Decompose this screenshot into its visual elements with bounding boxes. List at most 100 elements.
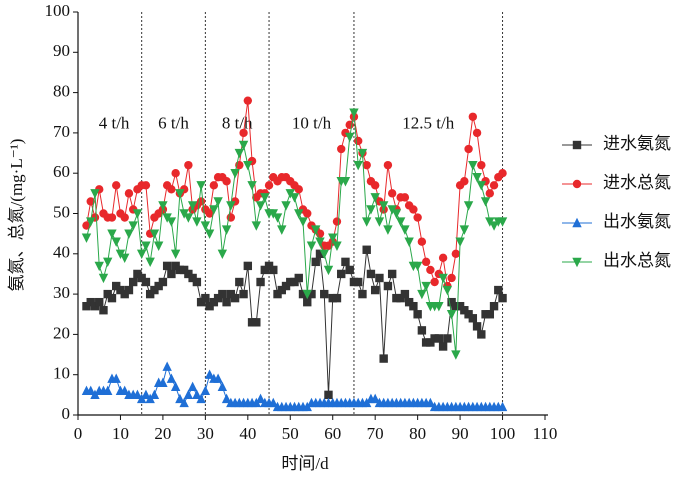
x-axis-label: 时间/d — [281, 454, 329, 473]
marker — [124, 285, 134, 295]
marker — [349, 108, 359, 118]
marker — [171, 169, 180, 178]
marker — [332, 293, 342, 303]
marker — [162, 361, 172, 371]
y-tick-label: 30 — [53, 283, 70, 302]
marker — [438, 273, 448, 284]
marker — [298, 289, 308, 299]
y-tick-label: 40 — [53, 243, 70, 262]
marker — [141, 241, 151, 251]
marker — [120, 385, 130, 396]
phase-label: 10 t/h — [292, 114, 332, 133]
marker — [476, 181, 487, 191]
marker — [204, 229, 215, 239]
marker — [400, 193, 410, 202]
marker — [82, 221, 91, 230]
marker — [196, 181, 206, 191]
marker — [426, 265, 435, 275]
marker — [187, 201, 198, 211]
marker — [137, 273, 146, 283]
marker — [353, 160, 363, 171]
marker — [107, 213, 117, 222]
marker — [171, 261, 180, 271]
marker — [370, 393, 380, 404]
marker — [255, 393, 266, 404]
marker — [99, 306, 108, 315]
marker — [319, 249, 329, 259]
x-tick-label: 110 — [533, 424, 558, 443]
marker — [459, 225, 470, 235]
marker — [294, 185, 303, 194]
marker — [107, 229, 117, 239]
marker — [175, 189, 185, 199]
x-tick-label: 10 — [112, 424, 129, 443]
y-tick-label: 10 — [53, 364, 70, 383]
marker — [345, 132, 355, 143]
y-tick-label: 50 — [53, 202, 70, 221]
marker — [82, 301, 91, 311]
marker — [417, 237, 427, 246]
marker — [95, 297, 104, 307]
marker — [400, 289, 410, 299]
marker — [107, 293, 117, 303]
marker — [392, 293, 401, 303]
marker — [120, 213, 129, 222]
marker — [289, 193, 300, 203]
marker — [497, 401, 508, 412]
marker — [426, 338, 435, 347]
marker — [158, 277, 168, 287]
marker — [221, 393, 232, 404]
marker — [86, 197, 95, 206]
marker — [383, 281, 393, 291]
y-tick-label: 20 — [53, 323, 70, 342]
marker — [366, 269, 376, 279]
marker — [409, 301, 418, 311]
marker — [179, 397, 189, 408]
marker — [188, 273, 197, 283]
marker — [272, 213, 283, 223]
marker — [81, 233, 92, 243]
marker — [170, 381, 181, 391]
phase-label: 12.5 t/h — [402, 114, 454, 133]
marker — [277, 285, 286, 295]
marker — [221, 225, 232, 235]
marker — [170, 249, 181, 259]
marker — [222, 297, 231, 307]
marker — [209, 297, 219, 307]
marker — [158, 201, 168, 211]
marker — [260, 193, 270, 203]
marker — [332, 241, 342, 251]
marker — [281, 281, 291, 291]
marker — [255, 201, 266, 211]
marker — [361, 217, 372, 227]
marker — [417, 326, 427, 335]
marker — [370, 181, 380, 190]
marker — [354, 136, 363, 146]
x-tick-label: 60 — [324, 424, 341, 443]
x-tick-label: 100 — [490, 424, 516, 443]
marker — [460, 177, 469, 186]
marker — [572, 217, 582, 228]
marker — [277, 225, 287, 235]
marker — [286, 277, 295, 287]
y-tick-label: 70 — [53, 122, 70, 141]
marker — [451, 301, 461, 311]
marker — [269, 265, 278, 275]
marker — [451, 249, 461, 258]
marker — [447, 297, 456, 307]
marker — [103, 385, 113, 396]
marker — [345, 265, 354, 275]
marker — [256, 277, 265, 287]
marker — [430, 334, 439, 343]
marker — [358, 289, 367, 299]
marker — [337, 269, 346, 279]
marker — [298, 217, 308, 227]
marker — [145, 257, 155, 268]
marker — [209, 205, 219, 215]
marker — [150, 285, 159, 295]
marker — [166, 217, 177, 227]
marker — [400, 225, 410, 235]
marker — [311, 225, 321, 235]
marker — [260, 265, 269, 275]
